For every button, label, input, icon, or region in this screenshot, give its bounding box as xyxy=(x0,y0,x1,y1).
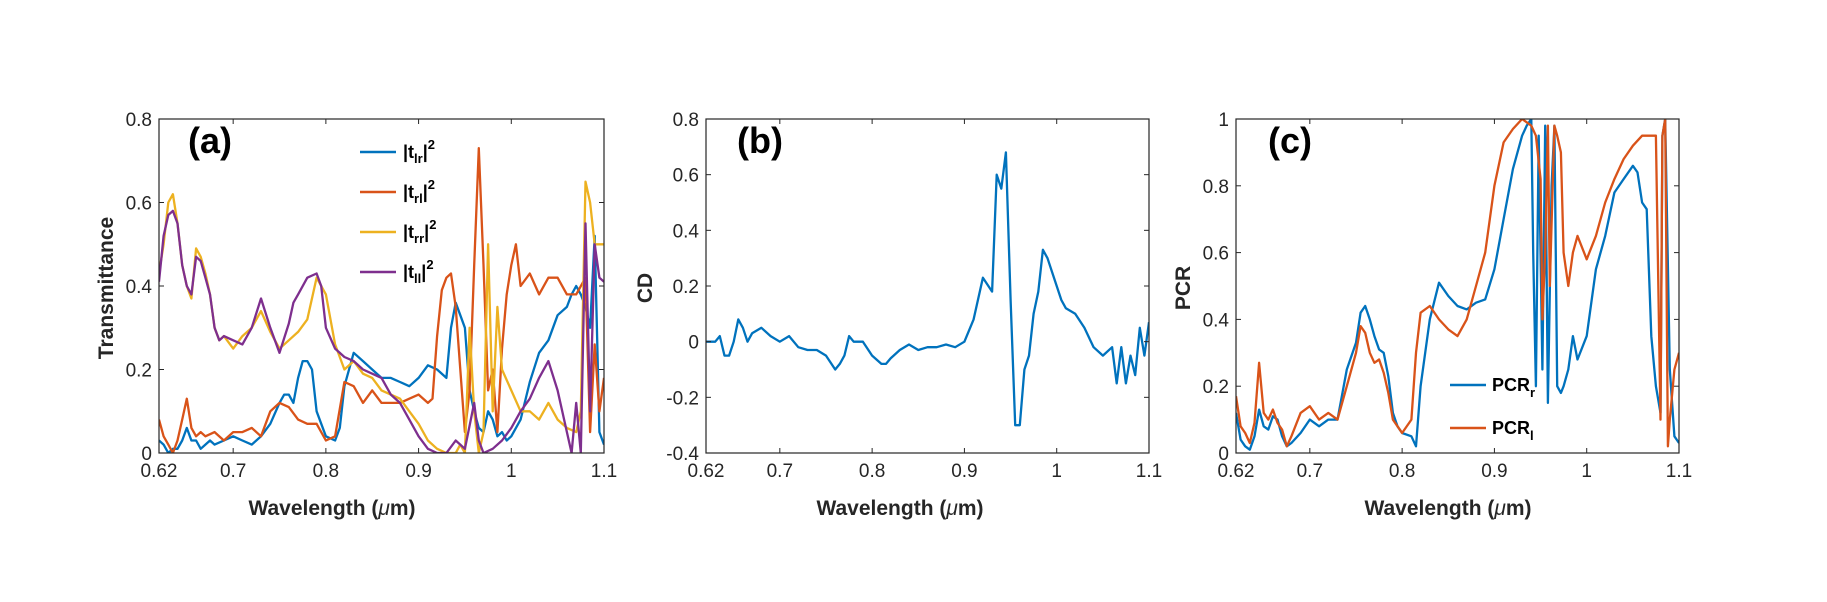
panel-c-xtick-label: 1.1 xyxy=(1666,461,1692,482)
panel-c-axes-frame xyxy=(1235,118,1680,454)
legend-item-trl: |trl|2 xyxy=(360,177,435,206)
panel-b-axes-frame xyxy=(705,118,1150,454)
panel-a-ytick-label: 0.4 xyxy=(126,277,153,298)
panel-b-ytick-label: 0.6 xyxy=(673,166,699,187)
panel-b-xlabel: Wavelength (μm) xyxy=(816,497,983,520)
legend-item-tll: |tll|2 xyxy=(360,257,434,286)
legend-label-pcr-r: PCRr xyxy=(1492,375,1535,400)
panel-c-ylabel: PCR xyxy=(1172,266,1195,310)
panel-b-series-line-0 xyxy=(706,151,1149,427)
panel-c-plot-area: 0.62 0.7 0.8 0.9 1 1.1 0 0.2 0.4 0.6 0.8 1 xyxy=(1203,110,1693,482)
panel-c-xlabel: Wavelength (μm) xyxy=(1364,497,1531,520)
panel-b-ylabel: CD xyxy=(634,273,657,303)
panel-b-xtick-label: 0.62 xyxy=(688,461,725,482)
panel-a-ytick-label: 0 xyxy=(141,444,152,465)
panel-c-xtick-label: 0.8 xyxy=(1389,461,1415,482)
panel-a-series-line-2 xyxy=(159,180,604,453)
panel-c-legend: PCRr PCRl xyxy=(1450,375,1535,443)
panel-b-xtick-label: 0.8 xyxy=(859,461,885,482)
panel-b-xtick-label: 1 xyxy=(1051,461,1062,482)
legend-item-tlr: |tlr|2 xyxy=(360,137,435,166)
panel-a-ylabel: Transmittance xyxy=(95,217,118,359)
panel-b-ytick-label: 0.4 xyxy=(673,221,700,242)
legend-item-pcr-l: PCRl xyxy=(1450,418,1534,443)
panel-c-xtick-label: 1 xyxy=(1581,461,1592,482)
panel-a-xtick-label: 0.8 xyxy=(313,461,339,482)
panel-c-ytick-label: 0.4 xyxy=(1203,310,1230,331)
panel-a-xlabel: Wavelength (μm) xyxy=(248,497,415,520)
legend-label-tll: |tll|2 xyxy=(403,257,434,286)
legend-item-trr: |trr|2 xyxy=(360,217,436,246)
legend-item-pcr-r: PCRr xyxy=(1450,375,1535,400)
panel-c-ytick-label: 0.2 xyxy=(1203,377,1229,398)
panel-a-xtick-label: 0.7 xyxy=(220,461,246,482)
panel-c-ytick-label: 1 xyxy=(1218,110,1229,131)
panel-c-xtick-label: 0.7 xyxy=(1297,461,1323,482)
panel-a-plot-area: 0.62 0.7 0.8 0.9 1 1.1 0 0.2 0.4 0.6 0.8 xyxy=(126,110,618,482)
panel-c-ytick-label: 0 xyxy=(1218,444,1229,465)
panel-a-ytick-label: 0.6 xyxy=(126,194,152,215)
panel-a-xtick-label: 1 xyxy=(506,461,517,482)
panel-b-xtick-label: 1.1 xyxy=(1136,461,1162,482)
panel-c-label: (c) xyxy=(1268,120,1312,161)
panel-c-pcr-chart: 0.62 0.7 0.8 0.9 1 1.1 0 0.2 0.4 0.6 0.8 1 (c) Wave… xyxy=(1172,110,1692,520)
panel-c-ytick-label: 0.6 xyxy=(1203,244,1229,265)
panel-a-series-line-0 xyxy=(159,234,604,453)
panel-a-transmittance-chart: 0.62 0.7 0.8 0.9 1 1.1 0 0.2 0.4 0.6 0.8 (a) Wavel… xyxy=(95,110,617,520)
panel-a-xtick-label: 0.62 xyxy=(141,461,178,482)
panel-b-xtick-label: 0.7 xyxy=(767,461,793,482)
panel-b-ytick-label: -0.2 xyxy=(666,388,699,409)
panel-b-xtick-label: 0.9 xyxy=(951,461,977,482)
panel-c-ytick-label: 0.8 xyxy=(1203,177,1229,198)
panel-b-ytick-label: 0.2 xyxy=(673,277,699,298)
panel-b-cd-chart: 0.62 0.7 0.8 0.9 1 1.1 -0.4 -0.2 0 0.2 0.4 0.6 0.8 (… xyxy=(634,110,1162,520)
panel-a-series-line-3 xyxy=(159,209,604,453)
panel-b-ytick-label: 0.8 xyxy=(673,110,699,131)
panel-a-xtick-label: 0.9 xyxy=(405,461,431,482)
panel-b-ytick-label: -0.4 xyxy=(666,444,699,465)
panel-b-ytick-label: 0 xyxy=(688,333,699,354)
panel-a-label: (a) xyxy=(188,120,232,161)
panel-b-label: (b) xyxy=(737,120,783,161)
panel-a-ytick-label: 0.8 xyxy=(126,110,152,131)
panel-a-legend: |tlr|2 |trl|2 |trr|2 |tll|2 xyxy=(360,137,436,286)
panel-a-ytick-label: 0.2 xyxy=(126,361,152,382)
legend-label-tlr: |tlr|2 xyxy=(403,137,435,166)
panel-c-xtick-label: 0.9 xyxy=(1481,461,1507,482)
panel-c-xtick-label: 0.62 xyxy=(1218,461,1255,482)
panel-c-series-line-0 xyxy=(1236,119,1679,451)
legend-label-trl: |trl|2 xyxy=(403,177,435,206)
panel-b-plot-area: 0.62 0.7 0.8 0.9 1 1.1 -0.4 -0.2 0 0.2 0.4 0.6 0.8 xyxy=(666,110,1162,482)
panel-a-xtick-label: 1.1 xyxy=(591,461,617,482)
legend-label-trr: |trr|2 xyxy=(403,217,436,246)
panel-a-series-line-1 xyxy=(159,147,604,453)
legend-label-pcr-l: PCRl xyxy=(1492,418,1534,443)
panel-c-series-line-1 xyxy=(1236,119,1679,448)
